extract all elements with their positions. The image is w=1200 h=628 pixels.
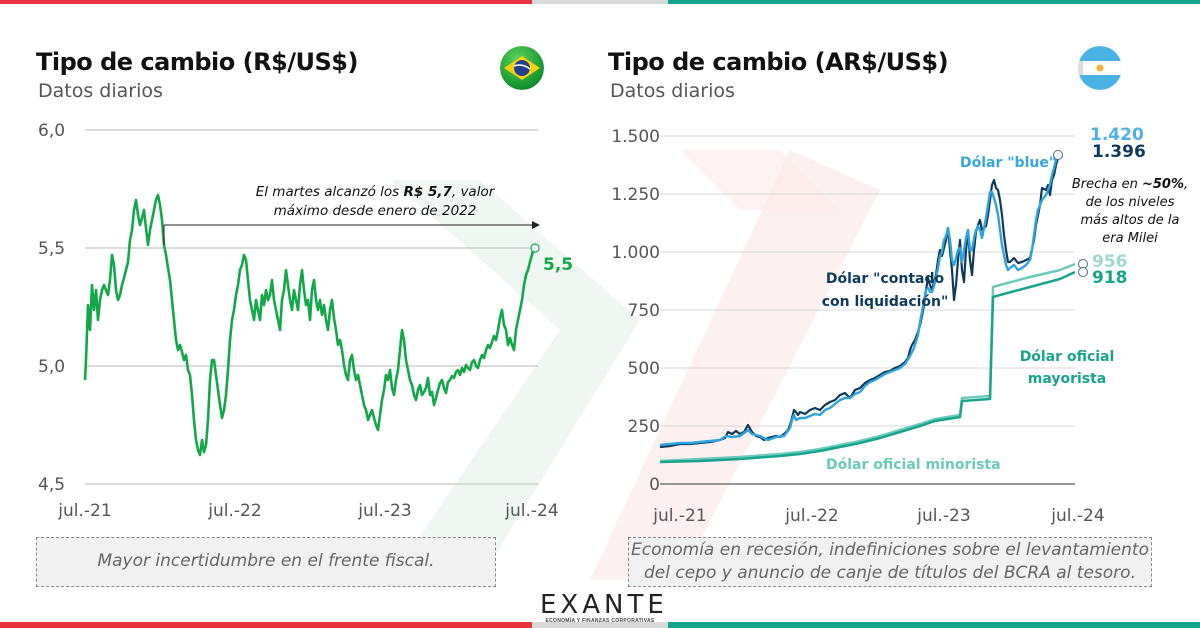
brazil-end-marker [530, 243, 540, 253]
argentina-ccl-end-value: 1.396 [1092, 142, 1146, 162]
argentina-chart-title: Tipo de cambio (AR$/US$) [608, 48, 949, 76]
argentina-series-mayorista [659, 270, 1076, 464]
argentina-blue-label: Dólar "blue" [960, 155, 1057, 171]
argentina-ccl-label: Dólar "contado con liquidación" [821, 271, 949, 310]
argentina-series-blue [659, 151, 1060, 447]
svg-text:1.000: 1.000 [611, 243, 660, 263]
argentina-x-axis: jul.-21 jul.-22 jul.-23 jul.-24 [652, 506, 1104, 526]
argentina-minorista-label: Dólar oficial minorista [826, 457, 1001, 473]
brazil-annotation: El martes alcanzó los R$ 5,7, valor máxi… [255, 184, 495, 219]
svg-text:jul.-24: jul.-24 [504, 501, 558, 521]
svg-text:750: 750 [628, 301, 660, 321]
argentina-flag-icon [1078, 46, 1122, 90]
brazil-chart-subtitle: Datos diarios [38, 80, 163, 102]
svg-text:1.250: 1.250 [611, 185, 660, 205]
svg-text:6,0: 6,0 [38, 121, 65, 141]
svg-text:0: 0 [649, 475, 660, 495]
brazil-x-axis: jul.-21 jul.-22 jul.-23 jul.-24 [57, 501, 558, 521]
top-accent-bar [0, 0, 1200, 4]
brazil-chart-title: Tipo de cambio (R$/US$) [36, 48, 358, 76]
argentina-note-box: Economía en recesión, indefiniciones sob… [628, 537, 1152, 587]
argentina-chart-subtitle: Datos diarios [610, 80, 735, 102]
exante-logo-text: EXANTE [540, 590, 668, 620]
svg-text:jul.-23: jul.-23 [357, 501, 411, 521]
argentina-mayorista-label: Dólar oficial mayorista [1019, 349, 1115, 387]
svg-text:250: 250 [628, 417, 660, 437]
exante-logo-subtitle: ECONOMÍA Y FINANZAS CORPORATIVAS [545, 618, 655, 624]
svg-text:4,5: 4,5 [38, 475, 65, 495]
svg-text:500: 500 [628, 359, 660, 379]
brazil-gridlines [85, 129, 538, 485]
argentina-mayorista-end-value: 918 [1092, 268, 1128, 288]
exante-logo: EXANTE ECONOMÍA Y FINANZAS CORPORATIVAS [540, 590, 668, 624]
brazil-flag-icon [500, 46, 544, 90]
bottom-accent-bar [0, 622, 1200, 628]
brazil-note-box: Mayor incertidumbre en el frente fiscal. [36, 537, 496, 587]
svg-text:5,0: 5,0 [38, 357, 65, 377]
argentina-end-markers [1053, 150, 1088, 277]
svg-text:5,5: 5,5 [38, 239, 65, 259]
brazil-end-label: 5,5 [543, 255, 574, 275]
argentina-series-minorista [659, 262, 1076, 463]
argentina-minorista-end-value: 956 [1092, 252, 1128, 272]
argentina-y-axis: 1.500 1.250 1.000 750 500 250 0 [611, 127, 660, 495]
svg-text:jul.-21: jul.-21 [57, 501, 111, 521]
svg-text:1.500: 1.500 [611, 127, 660, 147]
argentina-brecha-annotation: Brecha en ~50%, de los niveles más altos… [1071, 177, 1189, 246]
brazil-series-line [83, 193, 538, 457]
svg-text:jul.-23: jul.-23 [916, 506, 970, 526]
brazil-y-axis: 6,0 5,5 5,0 4,5 [38, 121, 65, 495]
svg-text:jul.-22: jul.-22 [784, 506, 838, 526]
brazil-max-arrow [163, 221, 540, 245]
argentina-blue-end-value: 1.420 [1090, 125, 1144, 145]
svg-text:jul.-21: jul.-21 [652, 506, 706, 526]
svg-text:jul.-24: jul.-24 [1050, 506, 1104, 526]
svg-text:jul.-22: jul.-22 [207, 501, 261, 521]
